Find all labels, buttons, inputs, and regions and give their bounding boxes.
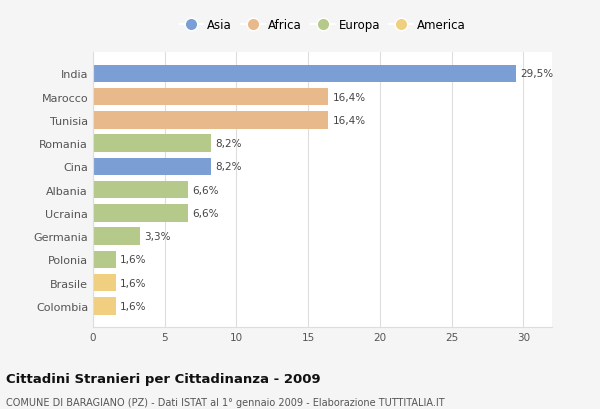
Bar [93, 297, 116, 315]
Bar [93, 251, 116, 268]
Bar [93, 158, 211, 176]
Text: 1,6%: 1,6% [120, 278, 147, 288]
Bar [93, 135, 211, 153]
Text: 29,5%: 29,5% [520, 70, 554, 79]
Legend: Asia, Africa, Europa, America: Asia, Africa, Europa, America [176, 15, 469, 35]
Text: 1,6%: 1,6% [120, 301, 147, 311]
Bar [93, 89, 328, 106]
Text: 16,4%: 16,4% [332, 116, 365, 126]
Bar [93, 182, 188, 199]
Bar [93, 65, 516, 83]
Bar [93, 274, 116, 292]
Text: Cittadini Stranieri per Cittadinanza - 2009: Cittadini Stranieri per Cittadinanza - 2… [6, 373, 320, 385]
Text: 8,2%: 8,2% [215, 139, 241, 149]
Text: 6,6%: 6,6% [192, 208, 218, 218]
Text: 1,6%: 1,6% [120, 255, 147, 265]
Bar [93, 112, 328, 129]
Text: 3,3%: 3,3% [145, 231, 171, 242]
Text: COMUNE DI BARAGIANO (PZ) - Dati ISTAT al 1° gennaio 2009 - Elaborazione TUTTITAL: COMUNE DI BARAGIANO (PZ) - Dati ISTAT al… [6, 397, 445, 407]
Text: 6,6%: 6,6% [192, 185, 218, 195]
Bar [93, 204, 188, 222]
Text: 16,4%: 16,4% [332, 92, 365, 103]
Text: 8,2%: 8,2% [215, 162, 241, 172]
Bar [93, 228, 140, 245]
